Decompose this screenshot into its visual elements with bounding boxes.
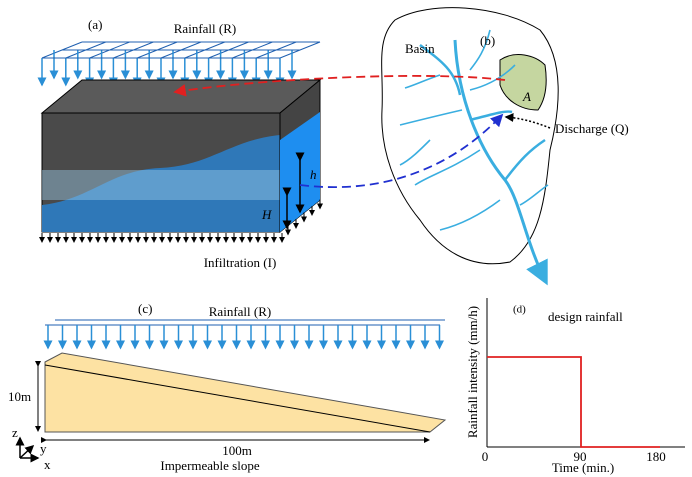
height-label: 10m bbox=[8, 389, 31, 404]
x-tick-label: 180 bbox=[646, 449, 666, 464]
infiltration-label: Infiltration (I) bbox=[204, 255, 277, 270]
axis-y bbox=[20, 446, 33, 458]
slope-body bbox=[45, 353, 445, 432]
y-axis-label: Rainfall intensity (mm/h) bbox=[465, 306, 480, 438]
axis-label: z bbox=[12, 425, 18, 440]
panel-label: (a) bbox=[88, 17, 102, 32]
axis-label: x bbox=[44, 457, 51, 472]
x-axis-label: Time (min.) bbox=[552, 460, 614, 475]
basin-label: Basin bbox=[405, 41, 435, 56]
chart-title: design rainfall bbox=[548, 309, 623, 324]
water-level-slab bbox=[42, 170, 280, 200]
figure: (a) Rainfall (R) h H Infiltration (I) (b… bbox=[0, 0, 692, 477]
rainfall-grid bbox=[42, 42, 320, 85]
H-label: H bbox=[261, 207, 272, 222]
panel-label: (b) bbox=[480, 33, 495, 48]
design-rainfall-line bbox=[487, 357, 660, 447]
axis-label: y bbox=[40, 441, 47, 456]
panel-label: (d) bbox=[513, 304, 526, 316]
caption: Impermeable slope bbox=[160, 458, 259, 473]
rainfall-label: Rainfall (R) bbox=[174, 21, 236, 36]
box-top bbox=[42, 80, 320, 113]
h-label: h bbox=[310, 167, 317, 182]
rainfall-arrows bbox=[45, 320, 445, 348]
x-tick-label: 0 bbox=[482, 449, 489, 464]
area-label: A bbox=[522, 89, 531, 104]
discharge-label: Discharge (Q) bbox=[555, 121, 629, 136]
rainfall-label: Rainfall (R) bbox=[209, 304, 271, 319]
length-label: 100m bbox=[222, 443, 252, 458]
panel-label: (c) bbox=[138, 301, 152, 316]
